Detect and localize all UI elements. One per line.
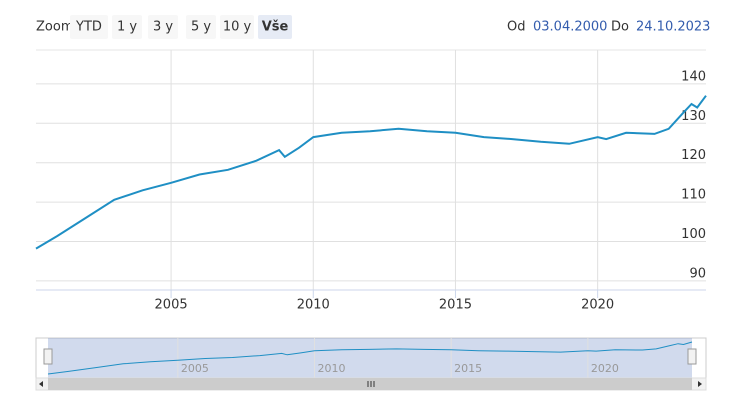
- x-tick-label: 2005: [155, 298, 188, 313]
- range-button[interactable]: [186, 15, 216, 39]
- range-button[interactable]: [220, 15, 254, 39]
- y-tick-label: 120: [681, 148, 706, 163]
- navigator-line: [47, 341, 693, 375]
- scrollbar-thumb[interactable]: [48, 378, 692, 390]
- range-button[interactable]: [112, 15, 142, 39]
- from-label: Od: [507, 20, 525, 35]
- navigator-handle[interactable]: [687, 348, 697, 365]
- range-button[interactable]: [148, 15, 178, 39]
- range-button-label[interactable]: Vše: [262, 20, 289, 35]
- from-date[interactable]: 03.04.2000: [533, 20, 607, 35]
- x-tick-label: 2015: [439, 298, 472, 313]
- x-tick-label: 2010: [297, 298, 330, 313]
- navigator-tick-label: 2015: [454, 362, 482, 375]
- navigator-mask: [48, 338, 692, 378]
- y-tick-label: 110: [681, 188, 706, 203]
- scroll-right[interactable]: [698, 381, 702, 387]
- scroll-left[interactable]: [39, 381, 43, 387]
- range-button[interactable]: [70, 15, 108, 39]
- range-button-label[interactable]: 5 y: [191, 20, 211, 35]
- y-tick-label: 130: [681, 109, 706, 124]
- navigator-bg: [35, 337, 707, 379]
- to-label: Do: [611, 20, 629, 35]
- y-tick-label: 90: [689, 266, 706, 281]
- navigator-tick-label: 2005: [181, 362, 209, 375]
- range-button-label[interactable]: YTD: [75, 20, 102, 35]
- y-tick-label: 140: [681, 69, 706, 84]
- range-button-label[interactable]: 3 y: [153, 20, 173, 35]
- range-button[interactable]: [258, 15, 292, 39]
- navigator-handle[interactable]: [43, 348, 53, 365]
- x-tick-label: 2020: [581, 298, 614, 313]
- y-tick-label: 100: [681, 227, 706, 242]
- zoom-label: Zoom: [36, 20, 73, 35]
- scroll-grip: [367, 381, 375, 387]
- range-button-label[interactable]: 1 y: [117, 20, 137, 35]
- navigator-tick-label: 2020: [591, 362, 619, 375]
- navigator-tick-label: 2010: [318, 362, 346, 375]
- to-date[interactable]: 24.10.2023: [636, 20, 710, 35]
- range-button-label[interactable]: 10 y: [223, 20, 252, 35]
- series-line: [35, 95, 707, 250]
